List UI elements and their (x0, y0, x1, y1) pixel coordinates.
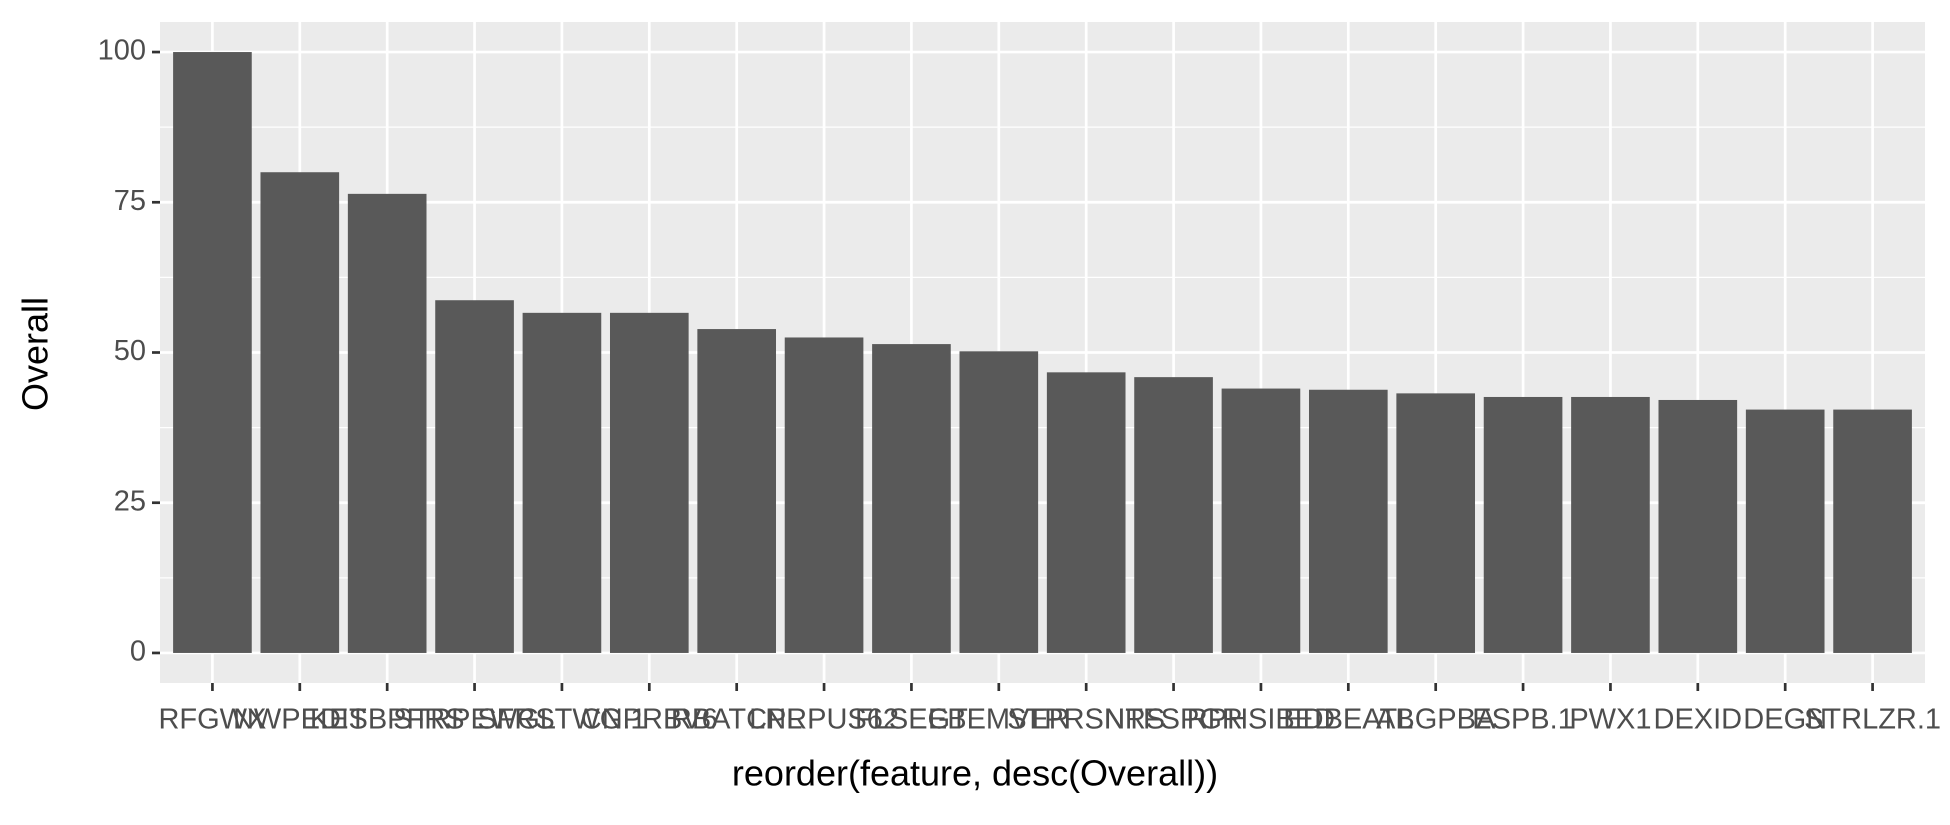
bar (1221, 388, 1301, 653)
bar (1308, 389, 1388, 653)
bar (1833, 409, 1912, 653)
bar (173, 52, 252, 653)
x-tick-label: PWX1 (1569, 704, 1651, 736)
x-tick-label: KESBPFRS (310, 704, 465, 736)
y-tick-label: 0 (130, 636, 146, 668)
x-tick-label: RFGWX (158, 704, 266, 736)
bar (1483, 396, 1563, 653)
x-tick-label: LNRPUS62 (749, 704, 899, 736)
x-tick-label: CNPRBV6 (581, 704, 718, 736)
bar (522, 312, 602, 653)
bar (260, 172, 340, 653)
y-tick-label: 100 (98, 35, 146, 67)
x-tick-label: RPHSIBED (1187, 704, 1335, 736)
x-axis-title: reorder(feature, desc(Overall)) (732, 753, 1218, 794)
bar (1745, 409, 1825, 653)
bar (609, 312, 689, 653)
x-tick-label: SFRSTWG.1 (477, 704, 646, 736)
bar (1046, 372, 1126, 653)
x-tick-label: NTFSPGR (1104, 704, 1243, 736)
y-tick-label: 50 (114, 335, 146, 367)
x-tick-label: FLSEGT (855, 704, 968, 736)
x-tick-label: STPRSNRS (1007, 704, 1165, 736)
bar (784, 337, 864, 653)
x-tick-label: DEXID (1654, 704, 1743, 736)
bar (1658, 399, 1738, 653)
bar (1134, 377, 1213, 653)
bar (435, 300, 514, 653)
x-tick-label: EDBEATL (1283, 704, 1413, 736)
x-tick-label: RBATCPL (671, 704, 803, 736)
x-tick-label: DEGN (1743, 704, 1827, 736)
x-tick-label: EBEMVER (928, 704, 1070, 736)
x-tick-label: STRPEWGL (393, 704, 556, 736)
bar (1571, 396, 1650, 653)
y-tick-label: 75 (114, 185, 146, 217)
y-axis-title: Overall (15, 297, 56, 411)
y-tick-label: 25 (114, 485, 146, 517)
bar (1396, 393, 1476, 653)
bar (959, 351, 1039, 653)
bar (347, 193, 427, 653)
x-tick-label: NWPEDIT (233, 704, 367, 736)
bar (697, 329, 777, 653)
x-tick-label: ESPB.1 (1472, 704, 1574, 736)
x-tick-label: ABGPBA (1376, 704, 1496, 736)
bar (872, 344, 951, 653)
x-tick-label: STRLZR.1 (1804, 704, 1941, 736)
